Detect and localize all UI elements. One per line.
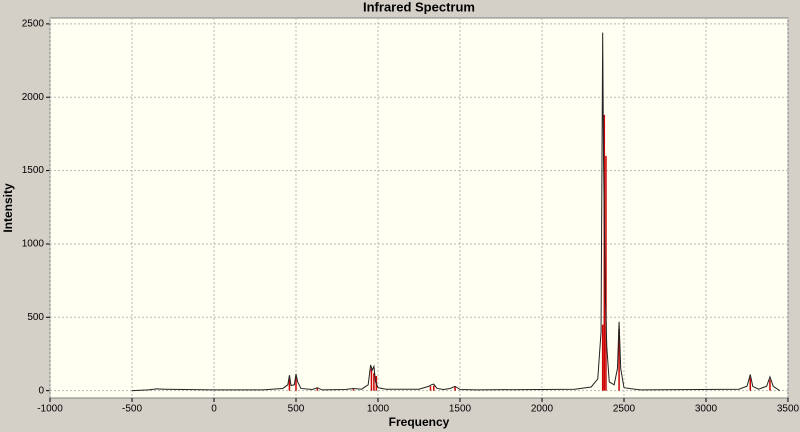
x-tick-label: 0 <box>211 404 217 415</box>
chart-title: Infrared Spectrum <box>363 0 475 14</box>
y-tick-label: 2000 <box>22 92 45 103</box>
x-tick-label: 2000 <box>531 404 554 415</box>
y-tick-label: 2500 <box>22 19 45 30</box>
spectrum-line <box>131 32 781 392</box>
y-tick-label: 500 <box>27 312 44 323</box>
x-tick-label: 500 <box>288 404 305 415</box>
x-tick-label: 3000 <box>695 404 718 415</box>
y-tick-label: 0 <box>38 385 44 396</box>
x-tick-label: 1500 <box>449 404 472 415</box>
plot-area <box>49 17 789 399</box>
x-tick-label: -1000 <box>37 404 63 415</box>
y-axis-label: Intensity <box>1 183 15 233</box>
x-tick-label: 2500 <box>613 404 636 415</box>
x-tick-label: -500 <box>122 404 142 415</box>
x-axis-label: Frequency <box>389 415 450 429</box>
y-tick-label: 1000 <box>22 239 45 250</box>
y-tick-label: 1500 <box>22 165 45 176</box>
x-tick-label: 3500 <box>777 404 800 415</box>
x-tick-label: 1000 <box>367 404 390 415</box>
